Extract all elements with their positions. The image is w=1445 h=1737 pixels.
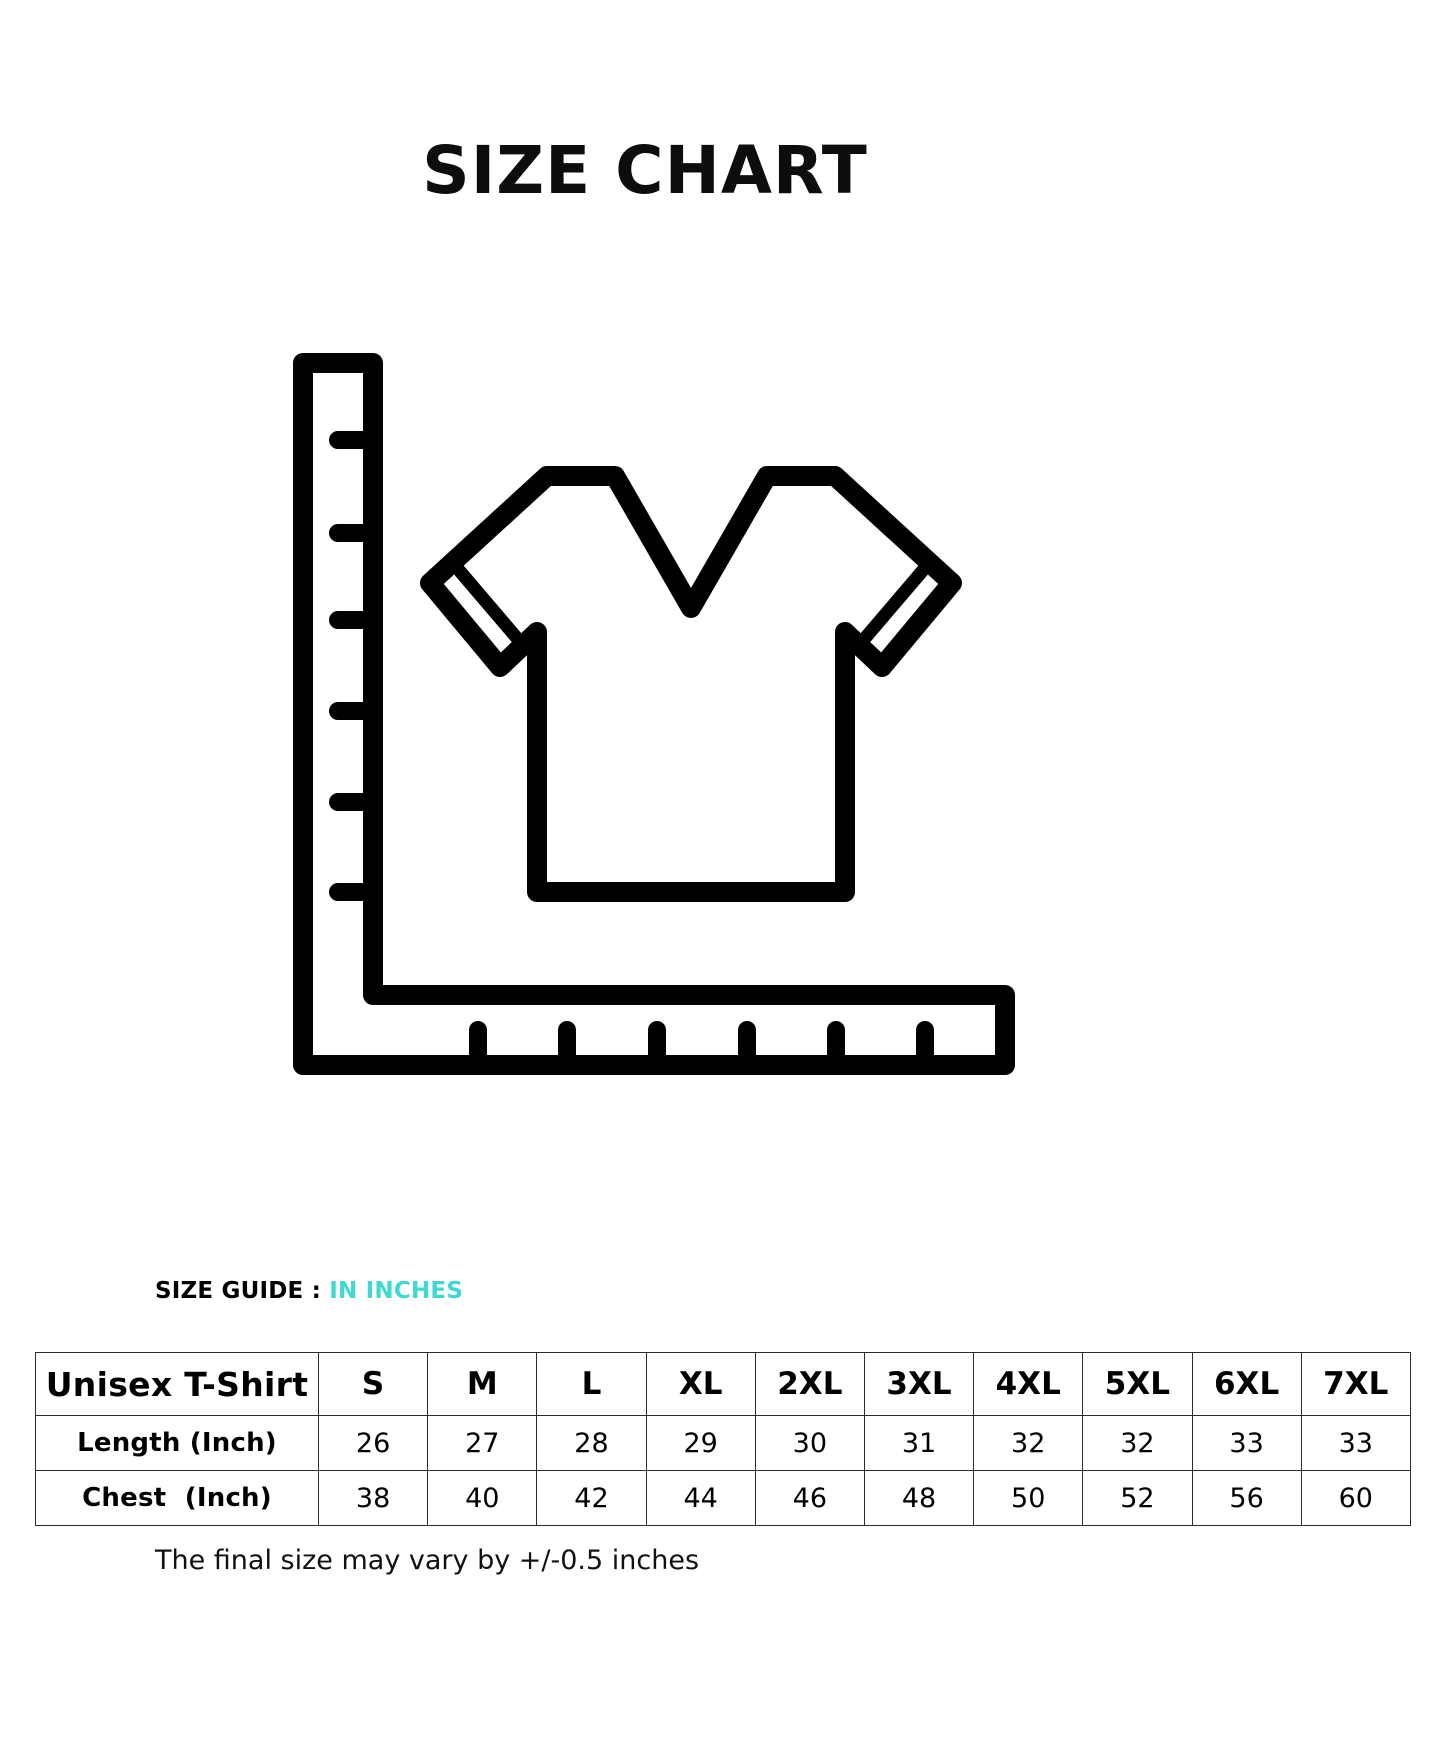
table-cell: 32 — [973, 1415, 1084, 1471]
row-label-length: Length (Inch) — [35, 1415, 319, 1471]
table-header-size: 6XL — [1191, 1352, 1302, 1416]
table-cell: 33 — [1191, 1415, 1302, 1471]
table-header-size: S — [317, 1352, 429, 1416]
table-header-size: XL — [645, 1352, 756, 1416]
table-row: Chest (Inch) 38 40 42 44 46 48 50 52 56 … — [35, 1470, 1411, 1526]
table-cell: 28 — [536, 1415, 647, 1471]
size-table: Unisex T-Shirt S M L XL 2XL 3XL 4XL 5XL … — [35, 1352, 1411, 1526]
table-cell: 29 — [645, 1415, 756, 1471]
ruler-horizontal-ticks — [469, 1021, 934, 1074]
table-cell: 33 — [1300, 1415, 1411, 1471]
ruler-l-shape — [293, 353, 1015, 1075]
table-header-size: L — [536, 1352, 647, 1416]
tshirt-v-neck — [420, 466, 962, 902]
size-guide-units: IN INCHES — [329, 1278, 464, 1304]
table-cell: 60 — [1300, 1470, 1411, 1526]
table-cell: 30 — [754, 1415, 865, 1471]
table-cell: 26 — [317, 1415, 429, 1471]
table-cell: 32 — [1082, 1415, 1193, 1471]
table-cell: 38 — [317, 1470, 429, 1526]
row-label-chest: Chest (Inch) — [35, 1470, 319, 1526]
table-cell: 52 — [1082, 1470, 1193, 1526]
table-cell: 48 — [863, 1470, 975, 1526]
table-cell: 31 — [863, 1415, 975, 1471]
table-header-product: Unisex T-Shirt — [35, 1352, 319, 1416]
table-cell: 50 — [973, 1470, 1084, 1526]
table-cell: 27 — [427, 1415, 538, 1471]
size-disclaimer: The final size may vary by +/-0.5 inches — [155, 1545, 700, 1576]
ruler-vertical-ticks — [329, 431, 382, 901]
table-header-size: 5XL — [1082, 1352, 1193, 1416]
table-cell: 56 — [1191, 1470, 1302, 1526]
page-title: SIZE CHART — [422, 132, 868, 209]
table-row: Length (Inch) 26 27 28 29 30 31 32 32 33… — [35, 1415, 1411, 1471]
table-header-size: 2XL — [754, 1352, 865, 1416]
size-guide-caption: SIZE GUIDE : IN INCHES — [155, 1278, 463, 1304]
table-header-size: 3XL — [863, 1352, 975, 1416]
table-cell: 40 — [427, 1470, 538, 1526]
table-cell: 46 — [754, 1470, 865, 1526]
size-guide-label: SIZE GUIDE : — [155, 1278, 322, 1304]
table-cell: 44 — [645, 1470, 756, 1526]
table-header-row: Unisex T-Shirt S M L XL 2XL 3XL 4XL 5XL … — [35, 1352, 1411, 1416]
table-header-size: 4XL — [973, 1352, 1084, 1416]
table-header-size: M — [427, 1352, 538, 1416]
size-table-container: Unisex T-Shirt S M L XL 2XL 3XL 4XL 5XL … — [35, 1352, 1411, 1526]
table-header-size: 7XL — [1300, 1352, 1411, 1416]
table-cell: 42 — [536, 1470, 647, 1526]
size-chart-illustration — [270, 330, 1050, 1110]
